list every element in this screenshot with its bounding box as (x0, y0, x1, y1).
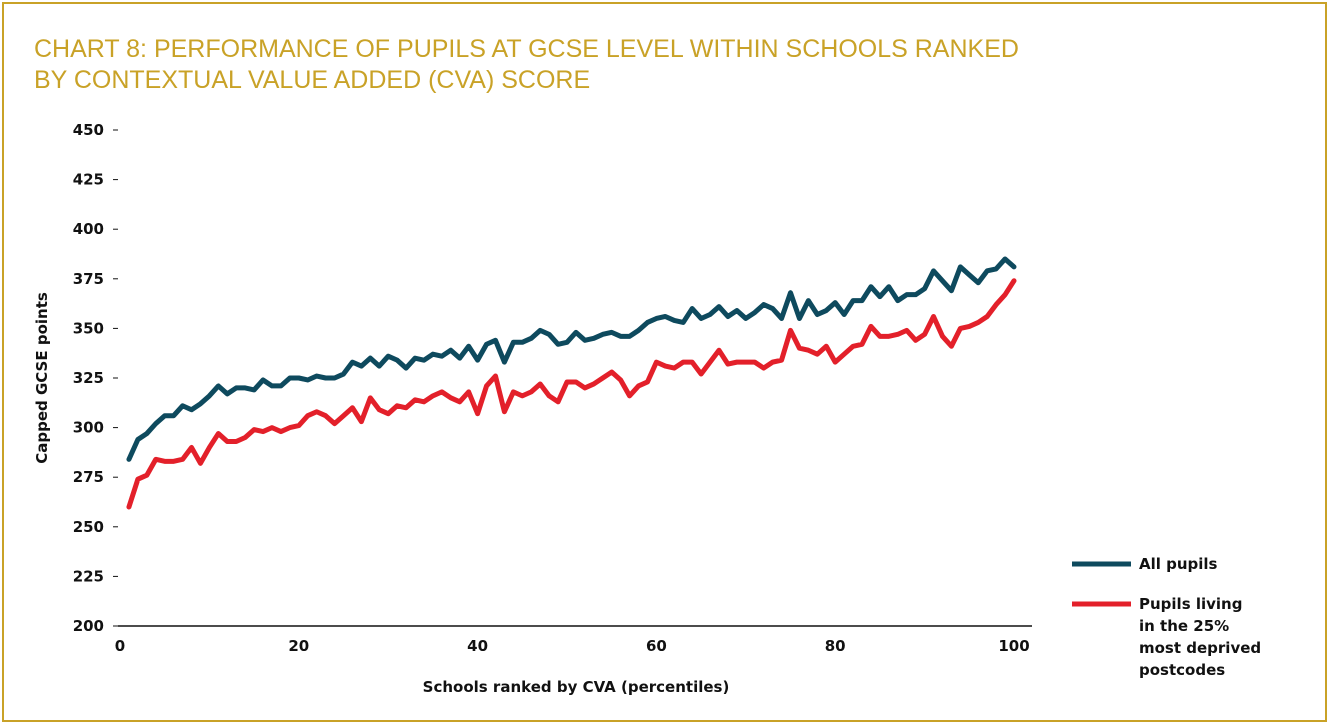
y-ticks: 200 225 250 275 300 325 350 375 400 425 450 (73, 121, 118, 635)
y-tick-label: 350 (73, 319, 104, 337)
x-tick-label: 80 (825, 637, 846, 655)
x-tick-label: 20 (288, 637, 309, 655)
y-tick-label: 450 (73, 121, 104, 139)
y-tick-label: 275 (73, 468, 104, 486)
y-tick-label: 375 (73, 270, 104, 288)
legend-label-deprived-pupils-line: postcodes (1139, 661, 1225, 679)
x-tick-label: 40 (467, 637, 488, 655)
series-lines (126, 256, 1017, 510)
chart-title: CHART 8: PERFORMANCE OF PUPILS AT GCSE L… (34, 34, 1234, 96)
y-tick-label: 325 (73, 369, 104, 387)
legend-label-all-pupils: All pupils (1139, 555, 1218, 573)
chart-title-line-2: BY CONTEXTUAL VALUE ADDED (CVA) SCORE (34, 66, 591, 94)
y-tick-label: 250 (73, 518, 104, 536)
x-tick-label: 60 (646, 637, 667, 655)
x-tick-label: 0 (115, 637, 125, 655)
series-line-all-pupils (126, 256, 1017, 462)
series-line-deprived-pupils (126, 278, 1017, 510)
y-tick-label: 200 (73, 617, 104, 635)
y-tick-label: 300 (73, 419, 104, 437)
legend-label-deprived-pupils-line: most deprived (1139, 639, 1261, 657)
y-tick-label: 425 (73, 171, 104, 189)
legend-label-deprived-pupils-line: Pupils living (1139, 595, 1242, 613)
x-axis-label: Schools ranked by CVA (percentiles) (423, 678, 730, 696)
y-tick-label: 400 (73, 220, 104, 238)
x-ticks: 0 20 40 60 80 100 (115, 637, 1030, 655)
y-axis-label: Capped GCSE points (33, 292, 51, 464)
legend-label-deprived-pupils-line: in the 25% (1139, 617, 1229, 635)
y-tick-label: 225 (73, 567, 104, 585)
legend: All pupils Pupils living in the 25% most de… (1072, 555, 1261, 679)
x-tick-label: 100 (998, 637, 1029, 655)
chart-title-line-1: CHART 8: PERFORMANCE OF PUPILS AT GCSE L… (34, 35, 1019, 63)
